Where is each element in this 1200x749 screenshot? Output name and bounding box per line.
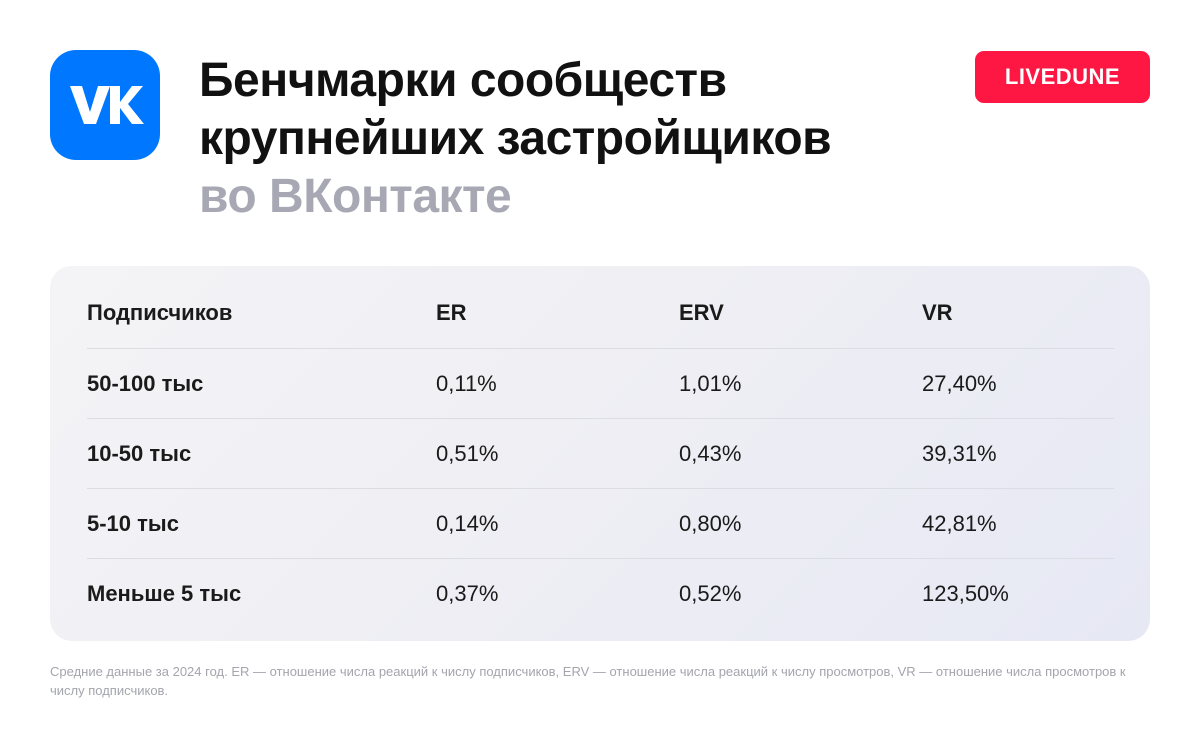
vr-value: 123,50% — [922, 580, 1009, 606]
row-label: 50-100 тыс — [87, 370, 204, 396]
column-header-subscribers: Подписчиков — [87, 300, 233, 325]
erv-value: 0,43% — [679, 440, 742, 466]
er-value: 0,14% — [436, 510, 499, 536]
erv-value: 0,80% — [679, 510, 742, 536]
vr-value: 39,31% — [922, 440, 997, 466]
column-header-vr: VR — [922, 300, 953, 325]
er-value: 0,37% — [436, 580, 499, 606]
table-row: 10-50 тыс 0,51% 0,43% 39,31% — [87, 419, 1114, 489]
table-header-row: Подписчиков ER ERV VR — [87, 278, 1114, 349]
er-value: 0,11% — [436, 370, 497, 396]
title-line-1: Бенчмарки сообществ — [199, 54, 727, 107]
benchmark-table: Подписчиков ER ERV VR 50-100 тыс 0,11% 1… — [87, 278, 1114, 628]
erv-value: 1,01% — [679, 370, 742, 396]
er-value: 0,51% — [436, 440, 499, 466]
page-title: Бенчмарки сообществ крупнейших застройщи… — [199, 52, 832, 226]
title-line-2: крупнейших застройщиков — [199, 112, 832, 165]
erv-value: 0,52% — [679, 580, 742, 606]
page-subtitle: во ВКонтакте — [199, 170, 512, 223]
table-row: Меньше 5 тыс 0,37% 0,52% 123,50% — [87, 559, 1114, 628]
row-label: Меньше 5 тыс — [87, 580, 242, 606]
vk-logo-icon — [50, 50, 160, 160]
vr-value: 42,81% — [922, 510, 997, 536]
row-label: 5-10 тыс — [87, 510, 179, 536]
livedune-badge: LIVEDUNE — [975, 51, 1150, 103]
column-header-erv: ERV — [679, 300, 724, 325]
column-header-er: ER — [436, 300, 467, 325]
vk-logo-glyph — [70, 86, 144, 124]
footnote: Средние данные за 2024 год. ER — отношен… — [50, 664, 1126, 698]
vr-value: 27,40% — [922, 370, 997, 396]
row-label: 10-50 тыс — [87, 440, 192, 466]
benchmark-table-card: Подписчиков ER ERV VR 50-100 тыс 0,11% 1… — [50, 266, 1150, 641]
table-row: 50-100 тыс 0,11% 1,01% 27,40% — [87, 349, 1114, 419]
table-row: 5-10 тыс 0,14% 0,80% 42,81% — [87, 489, 1114, 559]
